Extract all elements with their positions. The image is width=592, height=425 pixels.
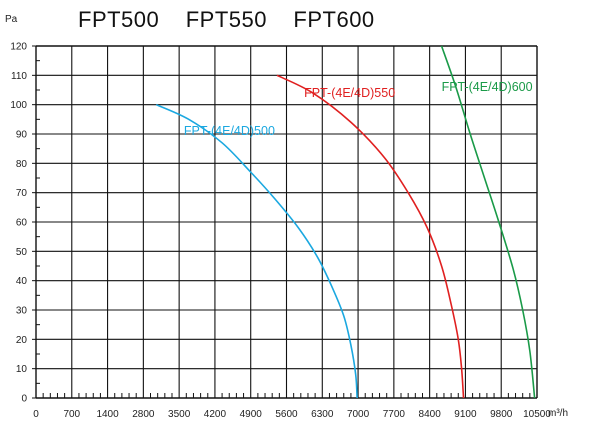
y-tick-label: 120 xyxy=(10,42,27,53)
x-tick-label: 5600 xyxy=(275,409,298,420)
y-tick-label: 10 xyxy=(16,364,28,375)
series-labels: FPT-(4E/4D)500 FPT-(4E/4D)550 FPT-(4E/4D)6… xyxy=(184,80,533,138)
y-tick-label: 40 xyxy=(16,276,28,287)
y-tick-label: 20 xyxy=(16,335,28,346)
x-tick-label: 700 xyxy=(63,409,80,420)
x-tick-label: 4900 xyxy=(240,409,263,420)
x-tick-label: 8400 xyxy=(419,409,442,420)
x-tick-label: 4200 xyxy=(204,409,227,420)
x-tick-label: 1400 xyxy=(96,409,119,420)
x-tick-label: 9800 xyxy=(490,409,513,420)
series-label-2: FPT-(4E/4D)550 xyxy=(304,86,395,100)
x-tick-label: 9100 xyxy=(454,409,477,420)
series-curve-3 xyxy=(440,45,536,399)
chart-title: FPT500 FPT550 FPT600 xyxy=(78,7,375,32)
y-tick-label: 60 xyxy=(16,218,28,229)
y-tick-label: 70 xyxy=(16,188,28,199)
chart-grid xyxy=(35,45,538,399)
y-tick-label: 50 xyxy=(16,247,28,258)
series-label-1: FPT-(4E/4D)500 xyxy=(184,124,275,138)
y-tick-label: 110 xyxy=(11,71,27,82)
y-tick-label: 0 xyxy=(21,394,27,405)
y-tick-label: 90 xyxy=(16,130,28,141)
series-curves xyxy=(155,45,536,399)
y-tick-label: 80 xyxy=(16,159,28,170)
x-tick-label: 3500 xyxy=(168,409,191,420)
series-label-3: FPT-(4E/4D)600 xyxy=(442,80,533,94)
x-tick-label: 2800 xyxy=(132,409,155,420)
series-curve-1 xyxy=(155,103,358,399)
x-axis-unit-label: m³/h xyxy=(548,408,568,419)
x-tick-label: 0 xyxy=(33,409,39,420)
axis-ticks: 0 10 20 30 40 50 60 70 80 90 100 110 120 0 700 1400 2800… xyxy=(10,42,551,421)
series-curve-2 xyxy=(276,74,465,399)
x-tick-label: 10500 xyxy=(523,409,551,420)
y-axis-unit-label: Pa xyxy=(5,14,18,25)
x-tick-label: 7700 xyxy=(383,409,406,420)
x-tick-label: 7000 xyxy=(347,409,370,420)
y-tick-label: 100 xyxy=(10,100,27,111)
x-tick-label: 6300 xyxy=(311,409,334,420)
y-tick-label: 30 xyxy=(16,306,28,317)
